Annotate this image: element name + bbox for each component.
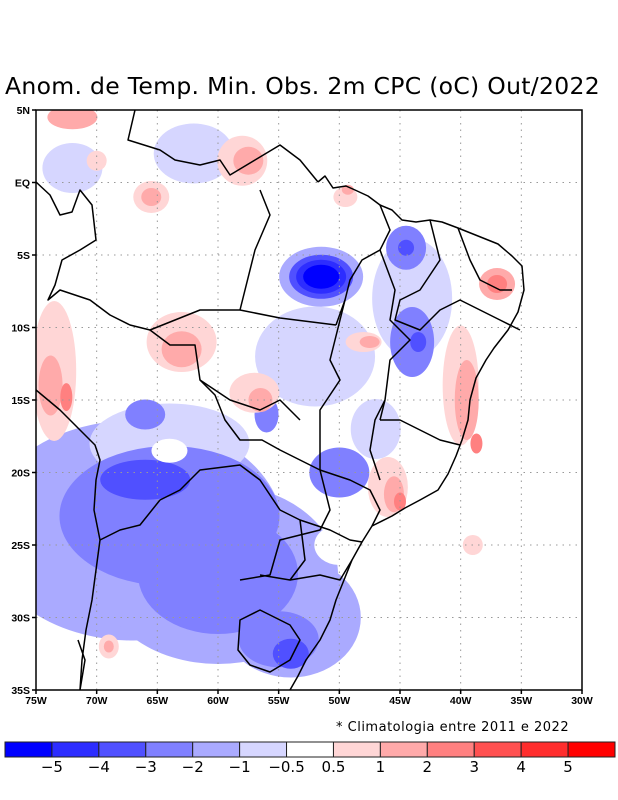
anomaly-region-50 xyxy=(341,184,354,195)
anomaly-region-25 xyxy=(151,438,188,463)
colorbar xyxy=(4,741,616,758)
anomaly-region-23 xyxy=(410,332,427,352)
y-tick-label: 30S xyxy=(11,613,30,625)
anomaly-region-10 xyxy=(138,514,298,634)
y-tick-label: 5N xyxy=(17,105,30,117)
x-tick-label: 30W xyxy=(571,695,593,707)
y-tick-label: 10S xyxy=(11,323,30,335)
anomaly-region-30 xyxy=(47,110,98,130)
y-tick-label: 20S xyxy=(11,468,30,480)
y-tick-label: 15S xyxy=(11,395,30,407)
colorbar-swatch xyxy=(4,741,53,758)
colorbar-swatch xyxy=(520,741,569,758)
state-border-12 xyxy=(369,399,386,481)
colorbar-swatch xyxy=(332,741,381,758)
colorbar-label: 3 xyxy=(469,758,479,776)
anomaly-region-22 xyxy=(272,638,309,669)
anomaly-region-12 xyxy=(100,459,191,500)
colorbar-label: −4 xyxy=(87,758,110,776)
longitude-labels: 75W 70W 65W 60W 55W 50W 45W 40W 35W 30W xyxy=(25,695,593,707)
x-tick-label: 70W xyxy=(86,695,108,707)
x-tick-label: 60W xyxy=(207,695,229,707)
colorbar-swatch xyxy=(286,741,334,758)
state-border-8 xyxy=(299,519,363,543)
anomaly-region-21 xyxy=(303,264,340,289)
anomaly-region-34 xyxy=(248,388,273,412)
x-tick-label: 45W xyxy=(389,695,411,707)
colorbar-swatch xyxy=(426,741,475,758)
y-tick-label: EQ xyxy=(15,178,30,190)
anomaly-region-53 xyxy=(86,150,107,171)
colorbar-label: 4 xyxy=(516,758,526,776)
colorbar-swatch xyxy=(239,741,288,758)
anomaly-region-46 xyxy=(141,188,162,206)
y-tick-label: 35S xyxy=(11,685,30,697)
border-venezuela-colombia xyxy=(36,181,337,331)
anomaly-region-17 xyxy=(125,399,166,430)
colorbar-label: 5 xyxy=(563,758,573,776)
y-tick-label: 5S xyxy=(17,250,30,262)
colorbar-swatch xyxy=(567,741,616,758)
map-title: Anom. de Temp. Min. Obs. 2m CPC (oC) Out… xyxy=(5,72,601,100)
anomaly-region-7 xyxy=(42,143,103,193)
state-border-5 xyxy=(394,219,521,331)
border-paraguay xyxy=(159,464,306,581)
x-tick-label: 35W xyxy=(511,695,533,707)
anomaly-region-24 xyxy=(398,239,415,256)
y-tick-label: 25S xyxy=(11,540,30,552)
anomaly-map: 75W 70W 65W 60W 55W 50W 45W 40W 35W 30W 5N EQ 5S 10S… xyxy=(11,105,593,707)
anomaly-region-42 xyxy=(487,275,508,293)
border-uruguay xyxy=(237,609,301,673)
anomaly-region-28 xyxy=(38,355,63,416)
x-tick-label: 40W xyxy=(450,695,472,707)
anomaly-region-26 xyxy=(314,525,365,565)
border-argentina-chile xyxy=(77,499,161,690)
colorbar-swatch xyxy=(98,741,147,758)
colorbar-swatch xyxy=(145,741,194,758)
state-border-11 xyxy=(199,379,301,421)
anomaly-region-29 xyxy=(60,383,73,412)
state-border-9 xyxy=(289,559,353,581)
colorbar-label: 0.5 xyxy=(321,758,346,776)
colorbar-label: −3 xyxy=(134,758,157,776)
x-tick-label: 55W xyxy=(268,695,290,707)
anomaly-field xyxy=(36,110,516,678)
x-tick-label: 75W xyxy=(25,695,47,707)
colorbar-label: −1 xyxy=(228,758,251,776)
anomaly-region-32 xyxy=(161,331,202,368)
border-guianas xyxy=(127,110,319,183)
anomaly-region-48 xyxy=(359,336,380,348)
colorbar-label: −5 xyxy=(40,758,63,776)
colorbar-swatch xyxy=(379,741,428,758)
climatology-note: * Climatologia entre 2011 e 2022 xyxy=(336,720,570,735)
country-state-borders xyxy=(36,110,525,690)
colorbar-swatch xyxy=(192,741,241,758)
anomaly-region-4 xyxy=(255,306,376,407)
anomaly-region-6 xyxy=(153,123,234,184)
x-tick-label: 50W xyxy=(329,695,351,707)
axis-ticks xyxy=(32,109,583,694)
state-border-6 xyxy=(380,419,461,446)
anomaly-region-52 xyxy=(103,640,114,653)
colorbar-label: 1 xyxy=(375,758,386,776)
state-border-1 xyxy=(239,189,271,311)
colorbar-label: 2 xyxy=(422,758,433,776)
anomaly-region-37 xyxy=(470,433,483,454)
colorbar-swatch xyxy=(51,741,100,758)
colorbar-label: −2 xyxy=(181,758,204,776)
state-border-10 xyxy=(457,227,512,291)
colorbar-swatch xyxy=(473,741,522,758)
gridlines xyxy=(36,110,582,690)
x-tick-label: 65W xyxy=(147,695,169,707)
state-border-3 xyxy=(319,299,346,470)
border-bolivia xyxy=(149,329,331,581)
latitude-labels: 5N EQ 5S 10S 15S 20S 25S 30S 35S xyxy=(11,105,30,697)
colorbar-label: −0.5 xyxy=(268,758,305,776)
coastline-west xyxy=(36,389,101,690)
anomaly-region-8 xyxy=(350,399,401,459)
anomaly-region-36 xyxy=(454,360,479,440)
state-border-7 xyxy=(319,469,381,527)
